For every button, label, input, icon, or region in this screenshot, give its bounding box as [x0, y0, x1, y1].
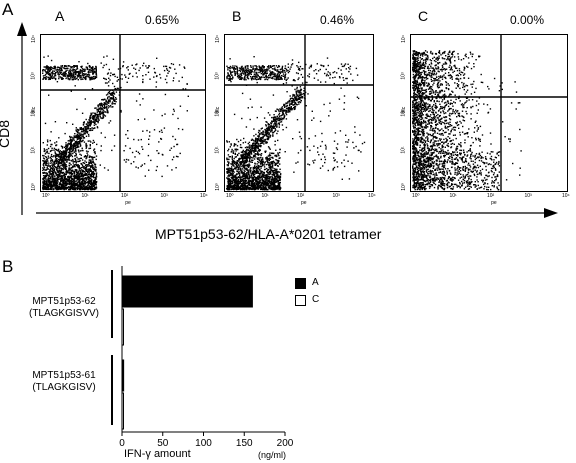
x-tick-label: 10¹: [449, 193, 457, 199]
panel-b-letter: B: [2, 257, 14, 276]
x-tick-label: 200: [277, 438, 294, 449]
x-axis-pe-label: pe: [491, 200, 497, 206]
bar-a-1: [121, 275, 253, 308]
bar-c-2: [121, 392, 124, 430]
group-1-line1: MPT51p53-62: [32, 296, 96, 307]
legend-label-c: C: [312, 294, 320, 305]
plot-label-c: C: [418, 8, 429, 24]
x-tick-label: 10⁰: [42, 193, 50, 199]
x-tick-label: 10⁴: [368, 193, 376, 199]
x-tick-label: 10³: [332, 193, 340, 199]
x-axis-pe-label: pe: [300, 200, 307, 206]
legend-swatch-a: [295, 278, 306, 289]
dot-plot-c: [410, 34, 568, 192]
x-tick-label: 10¹: [261, 193, 269, 199]
plot-label-a: A: [55, 8, 65, 24]
x-tick-label: 150: [236, 438, 253, 449]
group-label-1: MPT51p53-62 (TLAGKGISVV): [18, 296, 110, 320]
x-tick-label: 10³: [524, 193, 532, 199]
x-tick-label: 10²: [297, 193, 305, 199]
x-tick-label: 10²: [487, 193, 495, 199]
plot-label-b: B: [232, 8, 242, 24]
panel-a-letter: A: [2, 0, 14, 19]
dot-plot-b: [224, 34, 374, 192]
tetramer-axis-label: MPT51p53-62/HLA-A*0201 tetramer: [155, 226, 382, 242]
bar-x-label: IFN-γ amount: [124, 448, 191, 460]
plot-percent-c: 0.00%: [510, 13, 545, 27]
x-tick-label: 10⁰: [412, 193, 420, 199]
scatter-cloud: [411, 35, 567, 191]
group-1-line2: (TLAGKGISVV): [28, 308, 99, 319]
bar-a-2: [121, 359, 125, 392]
x-tick-label: 10⁰: [226, 193, 234, 199]
legend-label-a: A: [312, 277, 319, 288]
x-tick-label: 10⁴: [562, 193, 570, 199]
x-tick-label: 10²: [121, 193, 129, 199]
x-tick-label: 0: [119, 438, 125, 449]
x-axis-pe-label: pe: [125, 200, 131, 206]
group-label-2: MPT51p53-61 (TLAGKGISV): [18, 370, 110, 394]
dot-plot-a: [40, 34, 206, 192]
x-tick-label: 100: [195, 438, 212, 449]
bar-x-unit: (ng/ml): [258, 450, 287, 460]
x-tick-label: 10⁴: [200, 193, 208, 199]
group-2-line1: MPT51p53-61: [32, 370, 96, 381]
x-tick-label: 10³: [160, 193, 168, 199]
legend-swatch-c: [295, 295, 306, 306]
scatter-cloud: [41, 35, 205, 191]
x-tick-label: 10¹: [81, 193, 89, 199]
plot-percent-b: 0.46%: [320, 13, 355, 27]
x-tick-label: 50: [157, 438, 169, 449]
group-2-line2: (TLAGKGISV): [32, 382, 96, 393]
bar-c-1: [121, 308, 124, 346]
scatter-cloud: [225, 35, 373, 191]
plot-percent-a: 0.65%: [145, 13, 180, 27]
